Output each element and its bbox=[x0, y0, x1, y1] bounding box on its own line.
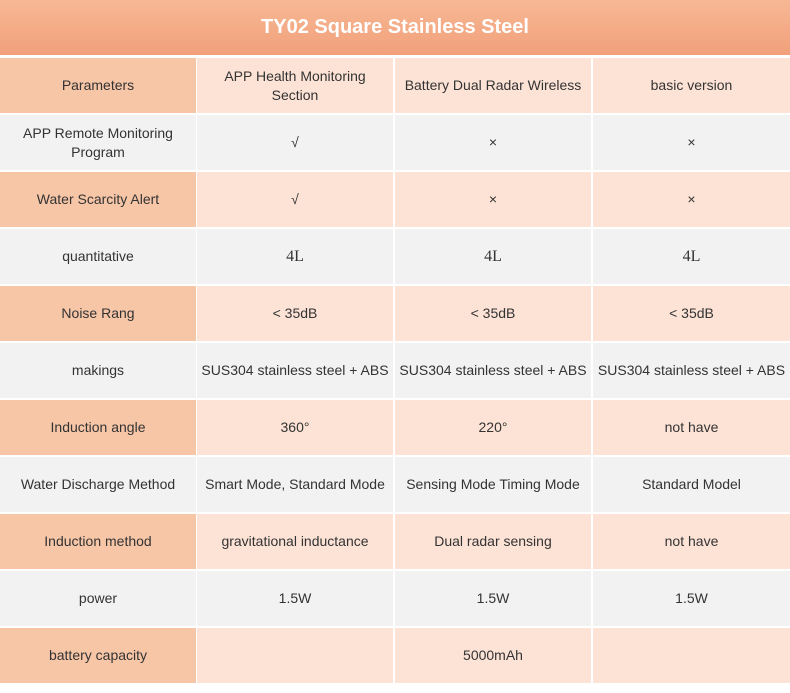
table-cell: < 35dB bbox=[593, 286, 790, 341]
table-cell: < 35dB bbox=[395, 286, 591, 341]
table-cell: < 35dB bbox=[197, 286, 393, 341]
table-cell bbox=[197, 628, 393, 683]
table-cell: Smart Mode, Standard Mode bbox=[197, 457, 393, 512]
table-cell: 4L bbox=[593, 229, 790, 284]
table-cell: × bbox=[395, 115, 591, 170]
table-cell: Dual radar sensing bbox=[395, 514, 591, 569]
table-cell: battery capacity bbox=[0, 628, 196, 683]
table-cell: makings bbox=[0, 343, 196, 398]
table-cell: √ bbox=[197, 172, 393, 227]
table-cell: Water Scarcity Alert bbox=[0, 172, 196, 227]
table-cell: Standard Model bbox=[593, 457, 790, 512]
table-cell: SUS304 stainless steel + ABS bbox=[395, 343, 591, 398]
table-cell: Induction angle bbox=[0, 400, 196, 455]
header-cell: APP Health Monitoring Section bbox=[197, 58, 393, 113]
table-cell: quantitative bbox=[0, 229, 196, 284]
table-cell: × bbox=[593, 115, 790, 170]
table-cell: × bbox=[593, 172, 790, 227]
table-cell: gravitational inductance bbox=[197, 514, 393, 569]
table-cell: APP Remote Monitoring Program bbox=[0, 115, 196, 170]
table-cell: SUS304 stainless steel + ABS bbox=[593, 343, 790, 398]
table-cell: × bbox=[395, 172, 591, 227]
table-cell: 5000mAh bbox=[395, 628, 591, 683]
table-cell: Induction method bbox=[0, 514, 196, 569]
title-bar: TY02 Square Stainless Steel bbox=[0, 0, 790, 55]
table-cell: Noise Rang bbox=[0, 286, 196, 341]
table-cell bbox=[593, 628, 790, 683]
table-cell: 1.5W bbox=[197, 571, 393, 626]
table-cell: √ bbox=[197, 115, 393, 170]
header-cell: Battery Dual Radar Wireless bbox=[395, 58, 591, 113]
header-cell: basic version bbox=[593, 58, 790, 113]
table-cell: Water Discharge Method bbox=[0, 457, 196, 512]
table-cell: 1.5W bbox=[395, 571, 591, 626]
table-cell: 1.5W bbox=[593, 571, 790, 626]
table-cell: SUS304 stainless steel + ABS bbox=[197, 343, 393, 398]
table-cell: 220° bbox=[395, 400, 591, 455]
table-cell: Sensing Mode Timing Mode bbox=[395, 457, 591, 512]
table-cell: not have bbox=[593, 400, 790, 455]
table-cell: 4L bbox=[395, 229, 591, 284]
header-cell: Parameters bbox=[0, 58, 196, 113]
table-cell: 360° bbox=[197, 400, 393, 455]
table-cell: not have bbox=[593, 514, 790, 569]
table-cell: 4L bbox=[197, 229, 393, 284]
table-cell: power bbox=[0, 571, 196, 626]
